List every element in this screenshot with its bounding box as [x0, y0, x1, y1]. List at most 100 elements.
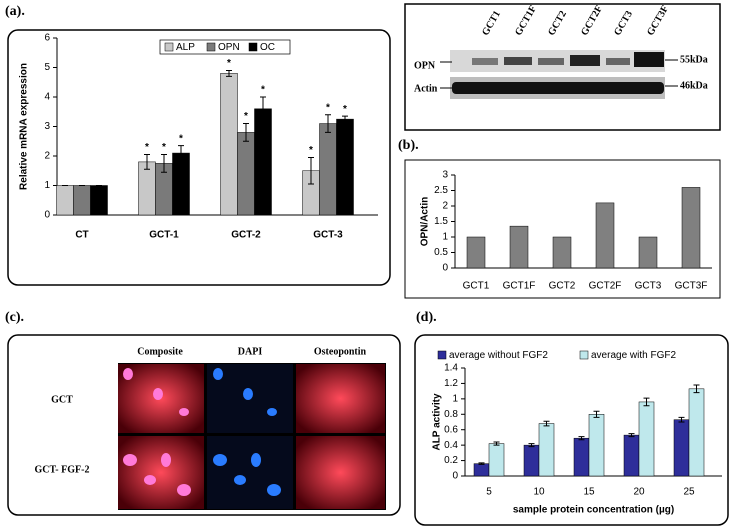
bar — [673, 419, 690, 477]
band-label: Actin — [414, 83, 438, 94]
column-label: Composite — [137, 346, 183, 357]
column-label: DAPI — [238, 346, 263, 357]
size-label: 55kDa — [680, 54, 708, 65]
y-tick-label: 5 — [44, 62, 50, 73]
significance-marker: * — [343, 104, 347, 115]
blot-band — [472, 58, 498, 65]
y-tick-label: 0.8 — [444, 409, 458, 420]
image — [118, 436, 204, 509]
significance-marker: * — [145, 142, 149, 153]
x-tick-label: 5 — [486, 487, 492, 498]
panel-blot-frame — [404, 3, 721, 131]
bar — [595, 202, 615, 269]
significance-marker: * — [179, 133, 183, 144]
lane-label: GCT3F — [645, 4, 671, 38]
blot-band — [538, 58, 564, 65]
x-tick-label: 20 — [633, 487, 645, 498]
y-tick-label: 1.2 — [444, 378, 458, 389]
bar — [172, 152, 190, 216]
bar — [523, 444, 540, 477]
y-tick-label: 1.5 — [434, 216, 448, 227]
bar — [538, 423, 555, 477]
bar — [623, 434, 640, 477]
legend-label: average with FGF2 — [591, 350, 676, 361]
size-label: 46kDa — [680, 80, 708, 91]
significance-marker: * — [244, 111, 248, 122]
row-label: GCT — [51, 394, 73, 405]
legend-swatch — [579, 350, 589, 360]
legend-swatch — [437, 350, 447, 360]
blot-band — [570, 55, 600, 66]
panel-label: (b). — [398, 138, 419, 153]
image — [296, 436, 385, 509]
error-bar — [178, 145, 184, 161]
nuclei — [213, 368, 281, 496]
error-bar — [342, 115, 348, 123]
y-tick-label: 0.5 — [434, 247, 448, 258]
error-bar — [493, 441, 500, 446]
significance-marker: * — [309, 145, 313, 156]
error-bar — [144, 154, 150, 170]
bar — [237, 132, 255, 216]
legend-label: average without FGF2 — [449, 350, 548, 361]
error-bar — [308, 156, 314, 185]
legend-label: OC — [260, 42, 275, 53]
bar — [220, 73, 238, 216]
y-tick-label: 6 — [44, 33, 50, 44]
y-tick-label: 0 — [452, 471, 458, 482]
error-bar — [161, 154, 167, 173]
legend-label: ALP — [176, 42, 195, 53]
y-axis-label: Relative mRNA expression — [19, 63, 30, 190]
bar — [688, 388, 705, 477]
panel-label: (a). — [5, 4, 25, 19]
row-label: GCT- FGF-2 — [35, 464, 90, 475]
error-bar — [643, 397, 650, 407]
x-tick-label: 25 — [683, 487, 695, 498]
blot-band — [634, 52, 664, 67]
bar — [552, 236, 572, 269]
panel-a-frame — [7, 29, 391, 286]
y-tick-label: 0.4 — [444, 440, 458, 451]
column-label: Osteopontin — [314, 346, 367, 357]
lane-label: GCT1 — [480, 9, 503, 38]
y-axis-label: ALP activity — [432, 393, 443, 450]
error-bar — [678, 416, 685, 423]
bar — [473, 463, 490, 477]
panel-d-frame — [414, 334, 729, 526]
blot-band — [606, 58, 630, 65]
bar — [509, 225, 529, 269]
error-bar — [260, 96, 266, 122]
y-axis-label: OPN/Actin — [420, 197, 431, 246]
significance-marker: * — [162, 142, 166, 153]
panel-b-frame — [404, 159, 721, 299]
legend-frame — [159, 39, 291, 55]
error-bar — [593, 410, 600, 418]
micrograph: (c). Composite DAPI Osteopontin GCT GCT-… — [5, 310, 386, 510]
bar — [73, 185, 91, 216]
panel-label: (d). — [416, 310, 437, 325]
error-bar — [478, 462, 485, 465]
band-label: OPN — [414, 60, 436, 71]
bar — [488, 443, 505, 477]
bar — [638, 401, 655, 477]
error-bar — [528, 443, 535, 448]
lane-label: GCT2F — [579, 4, 605, 38]
x-tick-label: GCT-3 — [313, 230, 343, 241]
legend-label: OPN — [218, 42, 240, 53]
bar — [90, 185, 108, 216]
x-axis-label: sample protein concentration (µg) — [513, 505, 674, 516]
bar — [681, 187, 701, 269]
bar — [319, 123, 337, 216]
error-bar — [325, 114, 331, 133]
y-tick-label: 2.5 — [434, 185, 448, 196]
y-tick-label: 1 — [442, 232, 448, 243]
y-tick-label: 1 — [44, 180, 50, 191]
bar — [588, 414, 605, 477]
y-tick-label: 2 — [442, 201, 448, 212]
bar — [638, 236, 658, 269]
x-tick-label: 15 — [583, 487, 595, 498]
x-tick-label: GCT2 — [549, 281, 576, 292]
blot-band — [452, 82, 664, 94]
bar — [254, 108, 272, 216]
x-tick-label: 10 — [533, 487, 545, 498]
